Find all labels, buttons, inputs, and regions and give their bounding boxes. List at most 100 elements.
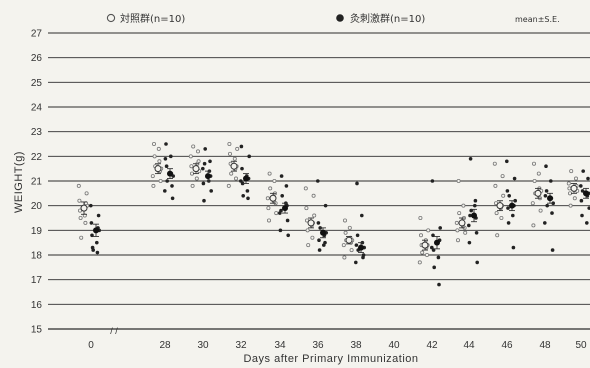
control-point xyxy=(532,178,537,183)
legend-series-control: 対照群(n=10) xyxy=(120,12,185,25)
control-point xyxy=(536,171,541,176)
treated-point xyxy=(241,194,245,198)
control-point xyxy=(500,174,505,179)
treated-point xyxy=(163,157,168,161)
control-point xyxy=(274,211,279,216)
treated-mean-marker xyxy=(282,205,288,212)
y-tick-label-24: 24 xyxy=(31,103,43,114)
control-point xyxy=(157,159,162,164)
treated-point xyxy=(278,228,283,233)
control-point xyxy=(343,230,348,235)
treated-point xyxy=(430,245,434,250)
control-mean-marker xyxy=(192,165,200,173)
y-tick-label-18: 18 xyxy=(31,251,43,262)
treated-point xyxy=(355,181,359,186)
treated-point xyxy=(579,198,584,203)
treated-point xyxy=(201,181,206,186)
treated-point xyxy=(208,159,212,164)
treated-point xyxy=(543,221,547,225)
treated-point xyxy=(474,231,479,235)
y-tick-label-20: 20 xyxy=(31,201,43,212)
control-point xyxy=(499,215,504,220)
control-point xyxy=(229,171,234,176)
x-tick-label-0: 0 xyxy=(88,340,94,351)
control-point xyxy=(227,151,232,156)
control-point xyxy=(189,164,194,169)
treated-point xyxy=(544,164,548,168)
y-axis-label: WEIGHT(g) xyxy=(13,151,25,213)
x-tick-label-44: 44 xyxy=(463,340,475,351)
treated-point xyxy=(201,166,205,171)
treated-point xyxy=(438,226,443,230)
treated-point xyxy=(437,282,441,287)
treated-point xyxy=(165,179,169,183)
treated-point xyxy=(240,181,245,186)
treated-point xyxy=(354,260,358,265)
treated-point xyxy=(240,166,244,171)
treated-point xyxy=(279,208,283,213)
treated-point xyxy=(95,240,99,245)
legend-filled-circle-marker xyxy=(336,14,344,22)
control-point xyxy=(493,183,498,188)
control-point xyxy=(492,161,497,166)
x-tick-label-32: 32 xyxy=(235,340,247,351)
control-point xyxy=(188,154,193,159)
control-point xyxy=(456,178,461,183)
control-point xyxy=(349,248,354,253)
mean-se-note: mean±S.E. xyxy=(515,15,560,24)
control-point xyxy=(195,149,200,154)
control-point xyxy=(531,223,536,228)
control-point xyxy=(266,206,271,211)
treated-point xyxy=(579,184,583,188)
treated-point xyxy=(90,233,94,238)
x-tick-label-48: 48 xyxy=(539,340,551,351)
x-tick-label-28: 28 xyxy=(159,340,171,351)
treated-point xyxy=(316,221,321,225)
control-point xyxy=(226,183,231,188)
x-tick-label-40: 40 xyxy=(388,340,400,351)
control-mean-marker xyxy=(570,184,578,192)
control-point xyxy=(305,228,310,233)
treated-point xyxy=(550,248,555,252)
control-point xyxy=(272,178,277,183)
y-tick-label-25: 25 xyxy=(31,78,43,89)
treated-point xyxy=(581,169,585,173)
treated-point xyxy=(245,189,250,193)
control-point xyxy=(158,178,163,183)
control-point xyxy=(457,211,462,216)
control-point xyxy=(312,213,317,218)
treated-point xyxy=(355,233,360,238)
y-tick-labels: 15 16 17 18 19 20 21 22 23 24 25 26 27 xyxy=(31,29,43,336)
control-point xyxy=(530,201,535,206)
axis-break-mark: / / xyxy=(110,326,118,336)
treated-point xyxy=(468,213,472,218)
control-point xyxy=(267,171,272,176)
treated-point xyxy=(202,198,206,203)
control-point xyxy=(572,196,577,201)
control-point xyxy=(532,161,537,166)
control-point xyxy=(78,215,83,220)
treated-point xyxy=(549,179,553,183)
treated-point xyxy=(468,157,473,161)
control-point xyxy=(265,196,270,201)
treated-point xyxy=(543,194,548,198)
x-axis-label: Days after Primary Immunization xyxy=(243,353,418,365)
treated-point xyxy=(361,253,366,257)
control-point xyxy=(426,228,431,233)
control-point xyxy=(418,233,423,238)
control-mean-marker xyxy=(230,162,238,170)
control-point xyxy=(574,176,579,181)
control-point xyxy=(455,228,460,233)
control-point xyxy=(156,146,161,151)
control-point xyxy=(342,255,347,260)
treated-mean-marker xyxy=(243,175,249,182)
treated-point xyxy=(505,189,510,193)
treated-mean-marker xyxy=(358,244,364,251)
treated-point xyxy=(511,213,515,218)
treated-point xyxy=(246,196,250,201)
control-point xyxy=(76,183,81,188)
y-tick-label-23: 23 xyxy=(31,127,43,138)
treated-point xyxy=(551,201,555,205)
control-mean-marker xyxy=(496,202,504,210)
treated-point xyxy=(432,265,437,270)
